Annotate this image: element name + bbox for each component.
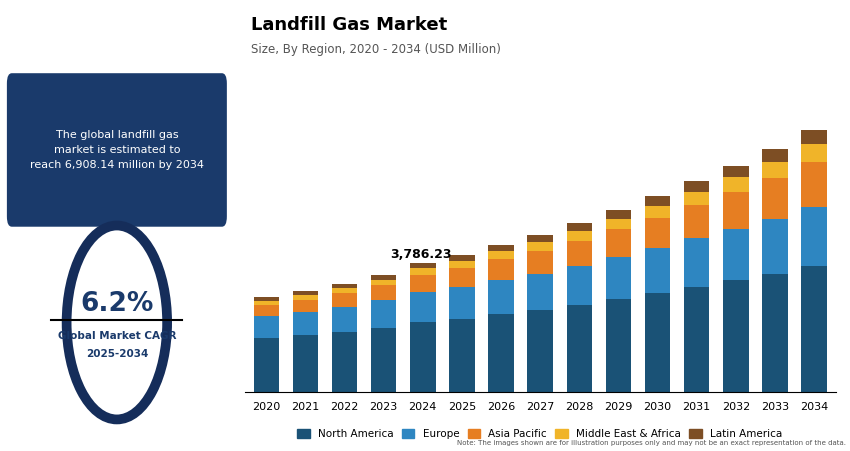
Bar: [528, 274, 552, 310]
Text: Note: The images shown are for illustration purposes only and may not be an exac: Note: The images shown are for illustrat…: [456, 441, 846, 446]
Text: Landfill Gas Market: Landfill Gas Market: [251, 16, 447, 34]
Bar: [528, 235, 552, 242]
Bar: [528, 251, 552, 274]
Bar: [410, 268, 435, 275]
Bar: [723, 280, 749, 392]
Bar: [684, 181, 710, 192]
Bar: [567, 266, 592, 305]
Bar: [332, 307, 357, 332]
Text: Size, By Region, 2020 - 2034 (USD Million): Size, By Region, 2020 - 2034 (USD Millio…: [251, 43, 501, 56]
Bar: [410, 292, 435, 322]
Bar: [292, 299, 318, 312]
Text: 2025-2034: 2025-2034: [86, 349, 148, 359]
Bar: [253, 305, 279, 316]
Text: Global Market CAGR: Global Market CAGR: [58, 331, 176, 341]
Bar: [723, 177, 749, 192]
Bar: [449, 318, 474, 392]
Bar: [762, 219, 788, 274]
Bar: [684, 239, 710, 287]
Text: The global landfill gas
market is estimated to
reach 6,908.14 million by 2034: The global landfill gas market is estima…: [30, 130, 204, 170]
Bar: [567, 305, 592, 392]
Bar: [567, 241, 592, 266]
Bar: [645, 206, 671, 218]
Bar: [292, 312, 318, 335]
Bar: [489, 251, 513, 259]
Bar: [528, 310, 552, 392]
Bar: [332, 332, 357, 392]
Bar: [684, 205, 710, 239]
Bar: [802, 144, 827, 162]
Bar: [449, 287, 474, 318]
Bar: [762, 161, 788, 178]
Bar: [489, 259, 513, 280]
Bar: [567, 231, 592, 241]
Bar: [723, 229, 749, 280]
Bar: [645, 293, 671, 392]
Bar: [802, 207, 827, 266]
Bar: [802, 130, 827, 144]
Bar: [292, 295, 318, 299]
Bar: [645, 249, 671, 293]
Bar: [253, 316, 279, 338]
Bar: [292, 291, 318, 295]
Bar: [410, 263, 435, 268]
Bar: [802, 162, 827, 207]
Text: MARKET RESEARCH: MARKET RESEARCH: [71, 60, 162, 69]
Bar: [253, 338, 279, 392]
Bar: [762, 149, 788, 161]
Bar: [449, 268, 474, 287]
Bar: [371, 327, 396, 392]
Bar: [723, 192, 749, 229]
Bar: [253, 297, 279, 301]
Bar: [645, 218, 671, 249]
Bar: [410, 275, 435, 292]
Bar: [410, 322, 435, 392]
Bar: [762, 178, 788, 219]
Bar: [332, 284, 357, 288]
Bar: [606, 210, 632, 219]
Bar: [371, 285, 396, 300]
Bar: [684, 287, 710, 392]
Bar: [292, 335, 318, 392]
Text: POLARIS: POLARIS: [76, 38, 157, 56]
Text: 3,786.23: 3,786.23: [390, 248, 451, 261]
Bar: [253, 301, 279, 305]
Text: Source: www.polarismarketresearch.com: Source: www.polarismarketresearch.com: [45, 434, 189, 440]
Bar: [332, 293, 357, 307]
Bar: [371, 280, 396, 285]
Bar: [489, 280, 513, 314]
Bar: [449, 261, 474, 268]
Circle shape: [66, 226, 167, 419]
Bar: [332, 288, 357, 293]
Bar: [762, 274, 788, 392]
Bar: [684, 192, 710, 205]
Bar: [723, 166, 749, 177]
Bar: [802, 266, 827, 392]
Bar: [606, 257, 632, 299]
Bar: [489, 245, 513, 251]
FancyBboxPatch shape: [6, 72, 228, 228]
Text: ★: ★: [108, 20, 126, 39]
Bar: [606, 230, 632, 257]
Bar: [371, 300, 396, 327]
Bar: [449, 255, 474, 261]
Bar: [489, 314, 513, 392]
Bar: [567, 223, 592, 231]
Legend: North America, Europe, Asia Pacific, Middle East & Africa, Latin America: North America, Europe, Asia Pacific, Mid…: [293, 425, 786, 443]
Bar: [645, 197, 671, 206]
Bar: [606, 299, 632, 392]
Bar: [606, 219, 632, 230]
Bar: [371, 275, 396, 280]
Text: 6.2%: 6.2%: [80, 291, 154, 318]
Bar: [528, 242, 552, 251]
